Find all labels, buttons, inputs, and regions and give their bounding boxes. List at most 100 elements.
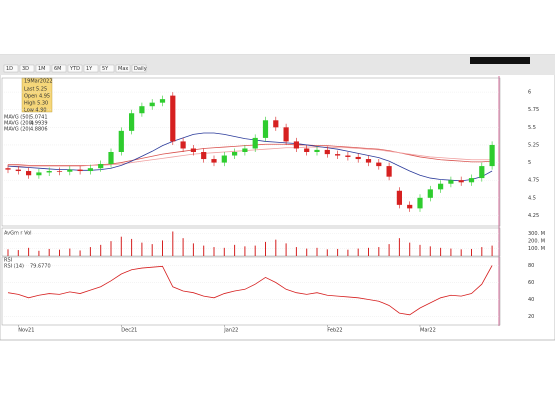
volume-bar: [100, 244, 102, 256]
candle-body: [448, 180, 454, 184]
volume-bar: [378, 247, 380, 256]
toolbar-button: [99, 64, 115, 73]
candle-body: [458, 180, 464, 183]
volume-bar: [337, 248, 339, 256]
y-tick-label: 5.25: [528, 142, 539, 148]
candle-body: [304, 148, 310, 152]
candle-body: [211, 159, 217, 163]
candle-body: [262, 120, 269, 138]
candle-body: [118, 130, 124, 152]
volume-bar: [141, 242, 143, 256]
volume-bar: [234, 244, 236, 256]
candle-body: [36, 172, 42, 176]
volume-bar: [223, 247, 225, 256]
volume-bar: [357, 248, 359, 256]
volume-bar: [110, 241, 112, 256]
candle-body: [468, 178, 475, 183]
legend-box: [21, 77, 53, 113]
candle-body: [376, 162, 382, 167]
toolbar-label: 6M: [54, 66, 62, 72]
volume-bar: [162, 240, 163, 256]
toolbar-label: Daily: [134, 66, 147, 72]
overlay-label: MAVG (200): [4, 121, 34, 127]
y-tick-label: 4.25: [528, 213, 539, 219]
overlay-label: MAVG (50): [4, 115, 31, 121]
volume-bar: [203, 245, 205, 256]
legend-row: Low 4.90: [24, 108, 47, 114]
candle-body: [98, 163, 104, 169]
toolbar-label: Max: [118, 66, 128, 72]
toolbar-button: [3, 64, 19, 73]
y-tick-label: 300. M: [528, 231, 545, 237]
volume-bar: [172, 231, 174, 256]
window: [0, 54, 555, 341]
toolbar-button: [131, 64, 147, 73]
candle-body: [201, 152, 207, 160]
candle-body: [190, 148, 196, 152]
candle-body: [365, 159, 372, 163]
overlay-value: 5.0741: [30, 115, 48, 121]
candle-body: [252, 137, 258, 149]
candle-body: [489, 144, 495, 167]
candle-body: [283, 127, 289, 142]
candle-body: [149, 102, 155, 107]
moving-average: [8, 146, 493, 167]
volume-bar: [419, 244, 421, 256]
candle-body: [221, 155, 227, 163]
toolbar-button: [19, 64, 35, 73]
candle-body: [407, 204, 413, 209]
candle-body: [139, 106, 145, 114]
volume-bar: [285, 243, 287, 256]
volume-bar: [368, 247, 369, 256]
candle-body: [335, 154, 341, 156]
volume-bar: [491, 245, 493, 256]
y-tick-label: 5: [528, 160, 531, 166]
toolbar-button: [83, 64, 99, 73]
rsi-line: [7, 265, 493, 316]
volume-bar: [326, 249, 328, 256]
candle-body: [293, 141, 299, 149]
x-tick-label: Dec21: [121, 328, 137, 334]
volume-bar: [409, 242, 411, 256]
volume-bar: [244, 246, 246, 256]
toolbar-label: 3D: [22, 66, 29, 72]
toolbar-label: 1D: [6, 66, 13, 72]
rsi-title: RSI: [4, 258, 12, 264]
toolbar-label: YTD: [69, 66, 80, 72]
volume-bar: [151, 244, 153, 256]
candle-body: [26, 171, 32, 176]
y-tick-label: 80: [528, 263, 534, 269]
candle-body: [87, 168, 93, 172]
candle-body: [427, 189, 433, 198]
volume-bar: [28, 247, 30, 256]
volume-bar: [265, 241, 266, 256]
toolbar-label: 5Y: [102, 66, 109, 72]
candle-body: [56, 171, 63, 172]
candle-body: [67, 169, 73, 172]
candle-body: [77, 169, 83, 172]
volume-bar: [316, 247, 318, 256]
candle-body: [314, 149, 320, 152]
volume-title: AvGm r Vol: [4, 231, 32, 237]
volume-bar: [38, 250, 40, 256]
legend-row: Open 4.95: [24, 94, 50, 100]
candle-body: [396, 190, 402, 205]
toolbar-button: [35, 64, 51, 73]
candle-body: [417, 197, 423, 209]
volume-bar: [275, 239, 277, 256]
candle-body: [232, 152, 238, 156]
toolbar-dark: [470, 57, 530, 64]
toolbar-button: [67, 64, 83, 73]
candle-body: [129, 113, 135, 131]
overlay-label: MAVG (20): [4, 127, 31, 133]
volume-bar: [347, 249, 349, 256]
rsi-value: 79.6770: [30, 264, 51, 270]
volume-bar: [59, 249, 60, 256]
volume-bar: [471, 248, 472, 256]
y-tick-label: 5.75: [528, 107, 539, 113]
volume-bar: [398, 238, 400, 256]
pane: [1, 77, 501, 227]
overlay-value: 4.9939: [30, 121, 48, 127]
y-tick-label: 40: [528, 297, 534, 303]
volume-bar: [254, 245, 256, 256]
